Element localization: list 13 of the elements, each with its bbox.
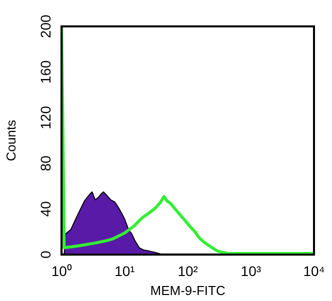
y-tick-label: 0 [37, 250, 54, 258]
y-tick-label: 160 [37, 60, 54, 84]
x-tick-label: 10⁴ [303, 262, 325, 279]
x-tick-label: 10⁰ [51, 262, 72, 279]
x-tick-label: 10¹ [114, 262, 136, 279]
y-tick-label: 120 [37, 106, 54, 130]
y-axis-title: Counts [3, 119, 18, 162]
x-tick-label: 10² [178, 262, 198, 279]
x-tick-label: 10³ [240, 262, 262, 279]
y-tick-label: 40 [37, 200, 54, 217]
x-axis-title: MEM-9-FITC [150, 282, 226, 298]
y-tick-label: 80 [37, 155, 54, 172]
y-tick-label: 200 [37, 14, 54, 38]
